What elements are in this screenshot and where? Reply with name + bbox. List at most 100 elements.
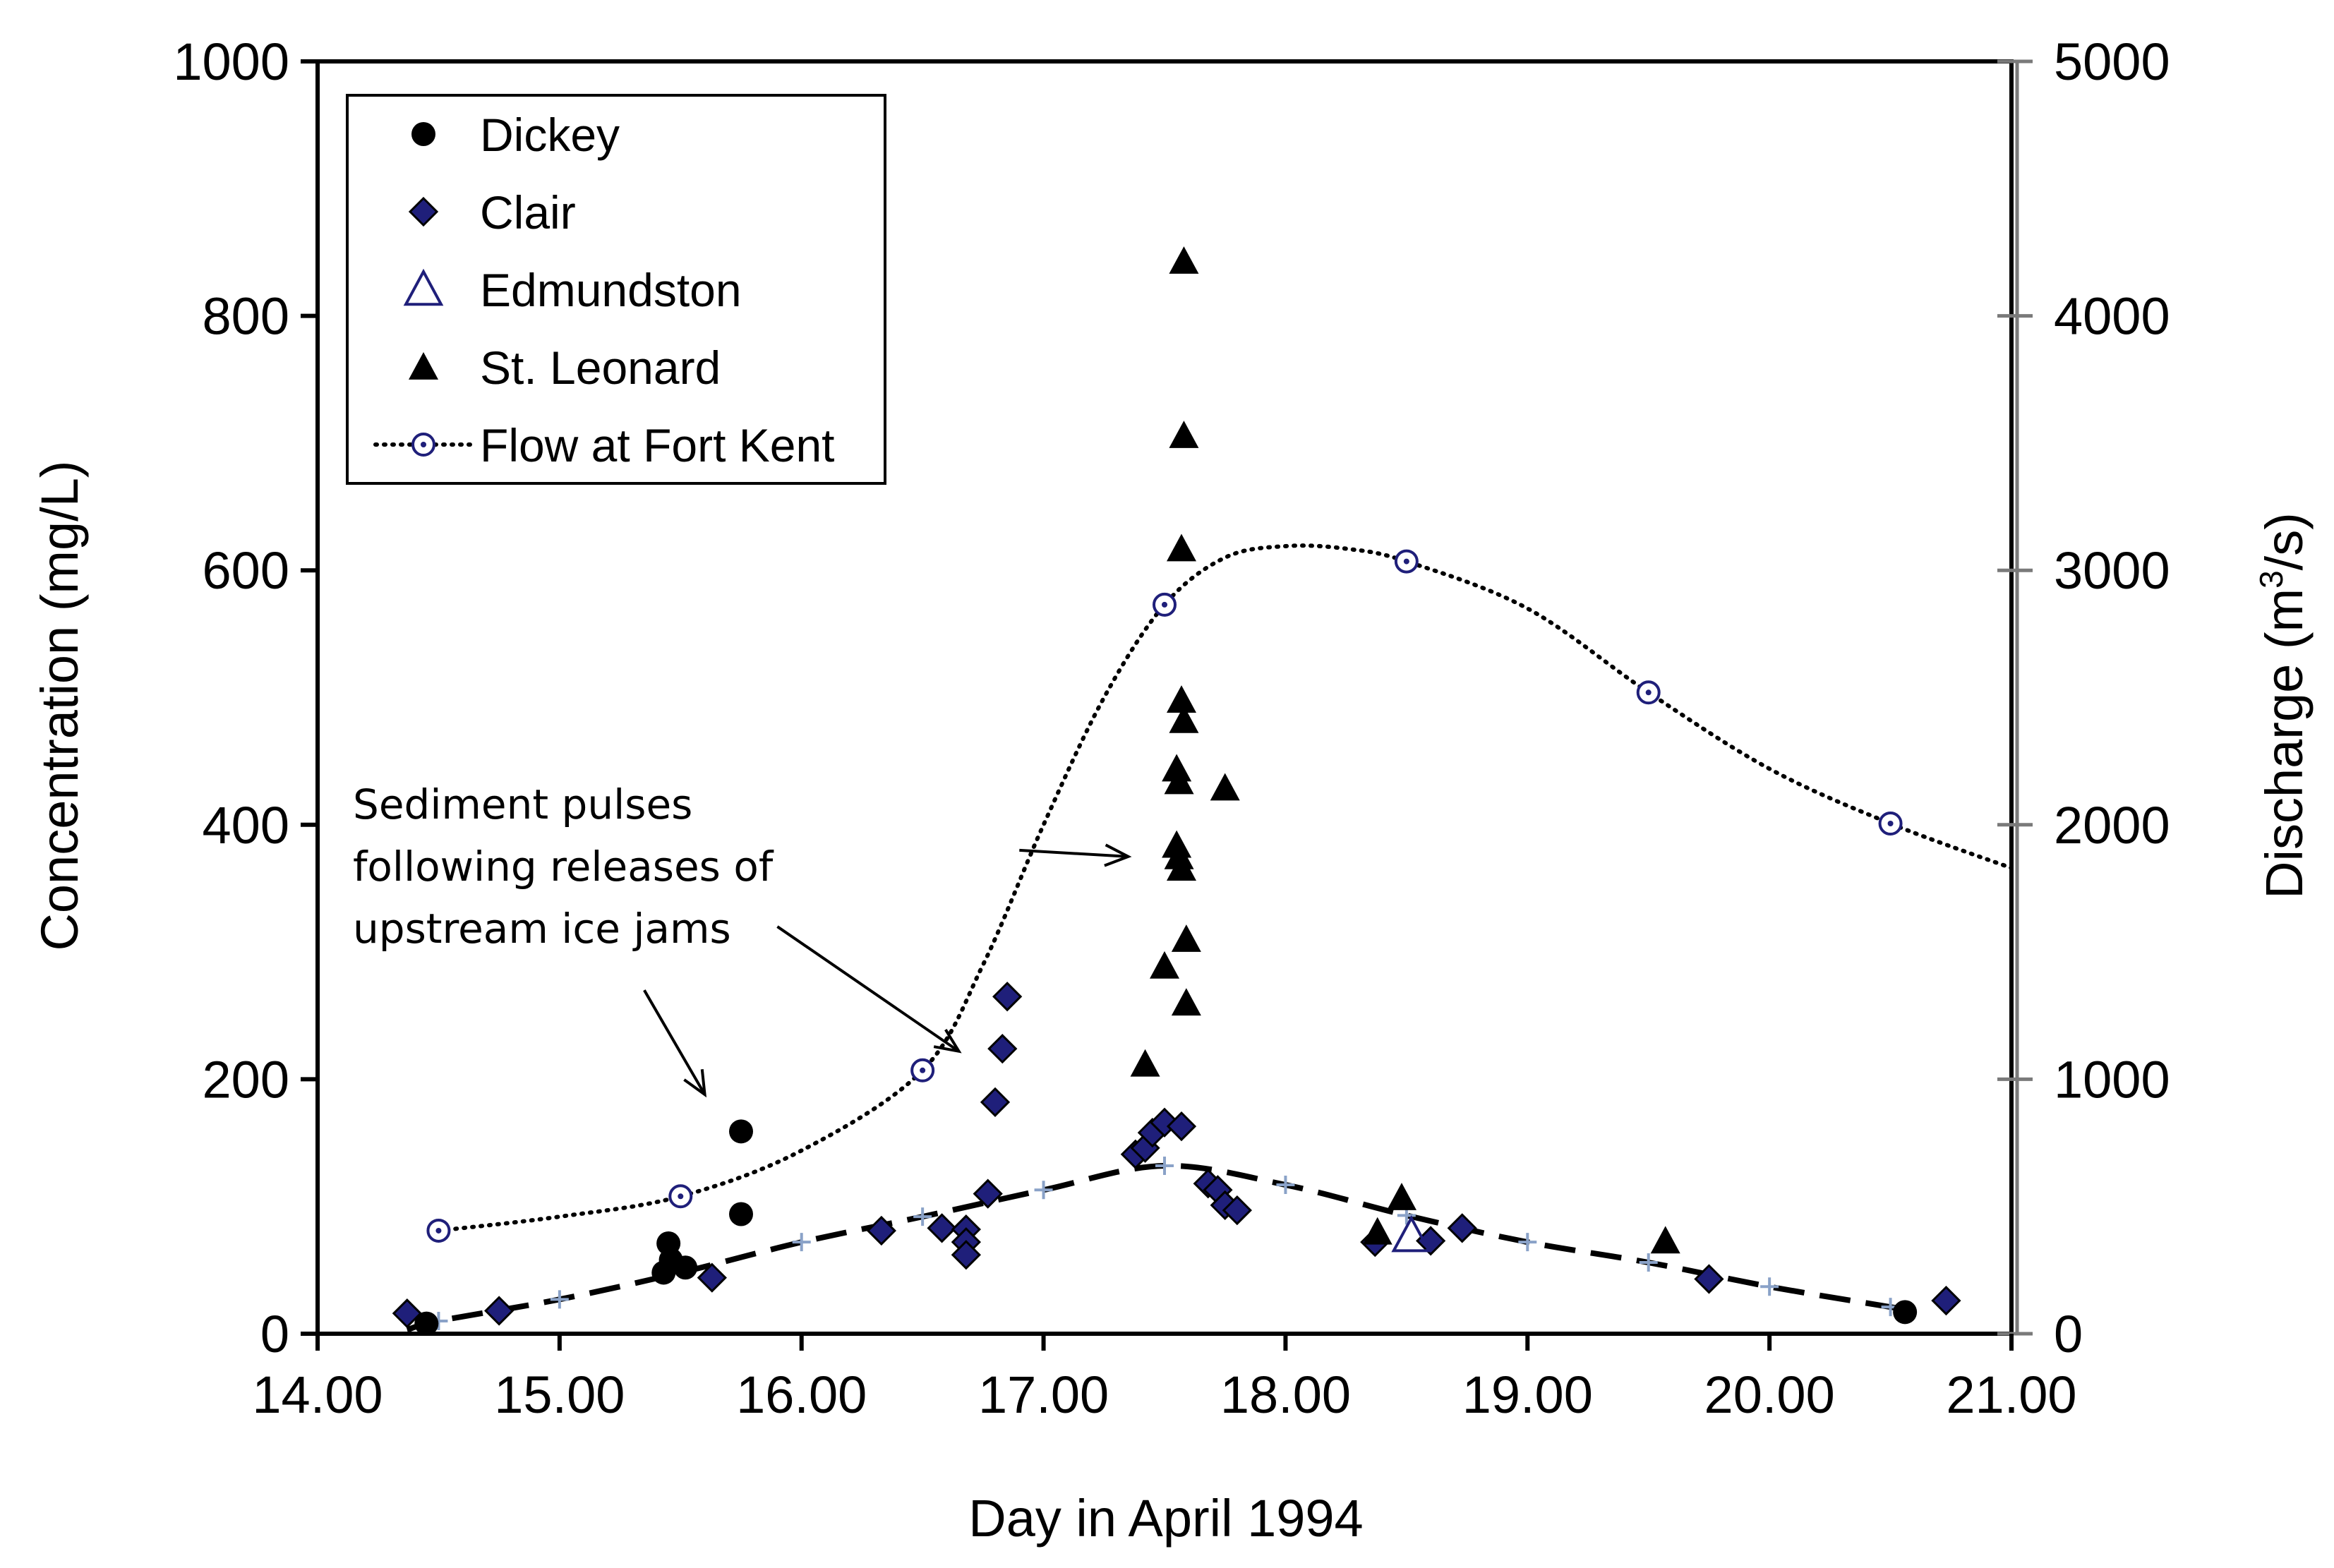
annotation-arrow-head — [1104, 843, 1132, 867]
st-leonard-point — [1650, 1226, 1680, 1254]
st-leonard-point — [1164, 766, 1194, 795]
legend-label-st-leonard: St. Leonard — [480, 342, 721, 394]
st-leonard-point — [1210, 773, 1240, 801]
trend-line — [406, 1162, 1915, 1333]
flow-at-fort-kent-point — [1636, 680, 1661, 705]
x-tick-label: 14.00 — [252, 1365, 383, 1424]
flow-at-fort-kent-point-dot — [678, 1193, 684, 1200]
st-leonard-point — [1164, 841, 1194, 869]
y-tick-label: 200 — [203, 1050, 289, 1109]
clair-point — [1694, 1264, 1724, 1294]
flow-at-fort-kent-point — [1153, 592, 1177, 617]
clair-point — [392, 1298, 422, 1329]
x-tick-label: 15.00 — [494, 1365, 625, 1424]
x-tick-label: 17.00 — [978, 1365, 1109, 1424]
marks-layer — [392, 246, 1961, 1336]
x-tick-label: 16.00 — [736, 1365, 867, 1424]
flow-at-fort-kent-point — [910, 1058, 935, 1082]
x-tick-label: 18.00 — [1220, 1365, 1351, 1424]
x-tick-label: 20.00 — [1704, 1365, 1835, 1424]
x-tick-label: 21.00 — [1946, 1365, 2076, 1424]
st-leonard-point — [1162, 754, 1192, 782]
dickey-point — [729, 1202, 753, 1226]
y2-axis-title-sup: 3 — [2253, 570, 2290, 589]
trend-point — [1155, 1157, 1174, 1175]
legend-swatch-flow-at-fort-kent — [411, 433, 435, 457]
flow-at-fort-kent-point-dot — [1645, 689, 1652, 696]
flow-at-fort-kent-point-dot — [920, 1067, 926, 1073]
dickey-point — [414, 1311, 439, 1336]
clair-point — [484, 1296, 515, 1326]
clair-point — [1931, 1286, 1961, 1316]
trend-point — [1639, 1253, 1658, 1272]
annotation-arrow-shaft — [776, 925, 960, 1053]
flow-at-fort-kent-point — [1878, 811, 1903, 836]
y2-tick-label: 5000 — [2054, 32, 2170, 91]
y-tick-label: 400 — [203, 796, 289, 855]
flow-at-fort-kent-point — [668, 1184, 693, 1209]
dickey-point — [1893, 1300, 1918, 1325]
legend-swatch-flow-at-fort-kent-dot — [421, 442, 426, 447]
flow-at-fort-kent-point-dot — [1887, 820, 1894, 826]
trend-point — [1760, 1277, 1779, 1296]
flow-at-fort-kent-point-dot — [1162, 601, 1167, 608]
st-leonard-point — [1169, 421, 1199, 448]
clair-point — [951, 1240, 981, 1270]
legend-swatch-dickey — [411, 122, 435, 146]
clair-point — [1447, 1213, 1477, 1243]
y2-axis-title-suffix: /s) — [2255, 512, 2314, 570]
trend-point — [1276, 1176, 1295, 1195]
annotation-text-line: Sediment pulses — [353, 780, 692, 828]
plot-frame — [315, 59, 2014, 1336]
axes-layer: 0 200 400 600 800 1000 0 1000 2000 3000 4000 5000 14… — [173, 32, 2170, 1424]
clair-point — [697, 1262, 727, 1293]
clair-point — [987, 1034, 1018, 1064]
trend-point — [1034, 1181, 1053, 1200]
flow-at-fort-kent-line — [436, 543, 2014, 1233]
legend-swatch-st-leonard — [409, 352, 438, 380]
clair-point — [927, 1213, 957, 1243]
st-leonard-point — [1171, 924, 1201, 952]
legend-label-edmundston: Edmundston — [480, 264, 742, 316]
dickey-point — [729, 1119, 753, 1144]
annotation-arrow-head — [683, 1069, 707, 1098]
legend-swatch-edmundston — [403, 268, 444, 306]
y2-tick-label: 2000 — [2054, 796, 2170, 855]
st-leonard-point — [1167, 853, 1196, 881]
flow-at-fort-kent-point — [1394, 549, 1419, 574]
st-leonard-point — [1169, 705, 1199, 733]
y-axis-title: Concentration (mg/L) — [30, 460, 89, 951]
y2-axis-title-prefix: Discharge (m — [2255, 589, 2314, 899]
st-leonard-point — [1150, 951, 1179, 979]
annotation-layer: Sediment pulses following releases of upst… — [353, 780, 1132, 1098]
st-leonard-point — [1387, 1183, 1416, 1210]
clair-point — [1222, 1195, 1252, 1226]
annotation-arrow-head — [933, 1028, 962, 1054]
legend-layer: Dickey Clair Edmundston St. Leonard Flow at … — [346, 94, 886, 485]
annotation-arrow-shaft — [643, 989, 706, 1096]
legend-label-dickey: Dickey — [480, 109, 620, 161]
clair-point — [992, 982, 1023, 1012]
trend-point — [792, 1233, 811, 1252]
st-leonard-point — [1171, 988, 1201, 1016]
flow-at-fort-kent-point-dot — [435, 1227, 442, 1234]
st-leonard-point — [1167, 533, 1196, 562]
y2-tick-label: 0 — [2054, 1305, 2083, 1363]
annotation-arrow-shaft — [1019, 848, 1129, 858]
legend-label-flow-at-fort-kent: Flow at Fort Kent — [480, 419, 835, 471]
trend-point — [550, 1290, 569, 1309]
dickey-point — [673, 1255, 698, 1280]
y-tick-label: 0 — [260, 1305, 289, 1363]
x-axis-title: Day in April 1994 — [968, 1489, 1363, 1548]
st-leonard-point — [1169, 246, 1199, 274]
clair-point — [980, 1087, 1011, 1117]
annotation-text-line: upstream ice jams — [353, 905, 731, 953]
x-tick-label: 19.00 — [1462, 1365, 1593, 1424]
st-leonard-point — [1362, 1217, 1392, 1245]
st-leonard-point — [1130, 1049, 1160, 1077]
legend-box — [346, 94, 886, 485]
clair-point — [973, 1178, 1003, 1209]
y-tick-label: 800 — [203, 287, 289, 346]
